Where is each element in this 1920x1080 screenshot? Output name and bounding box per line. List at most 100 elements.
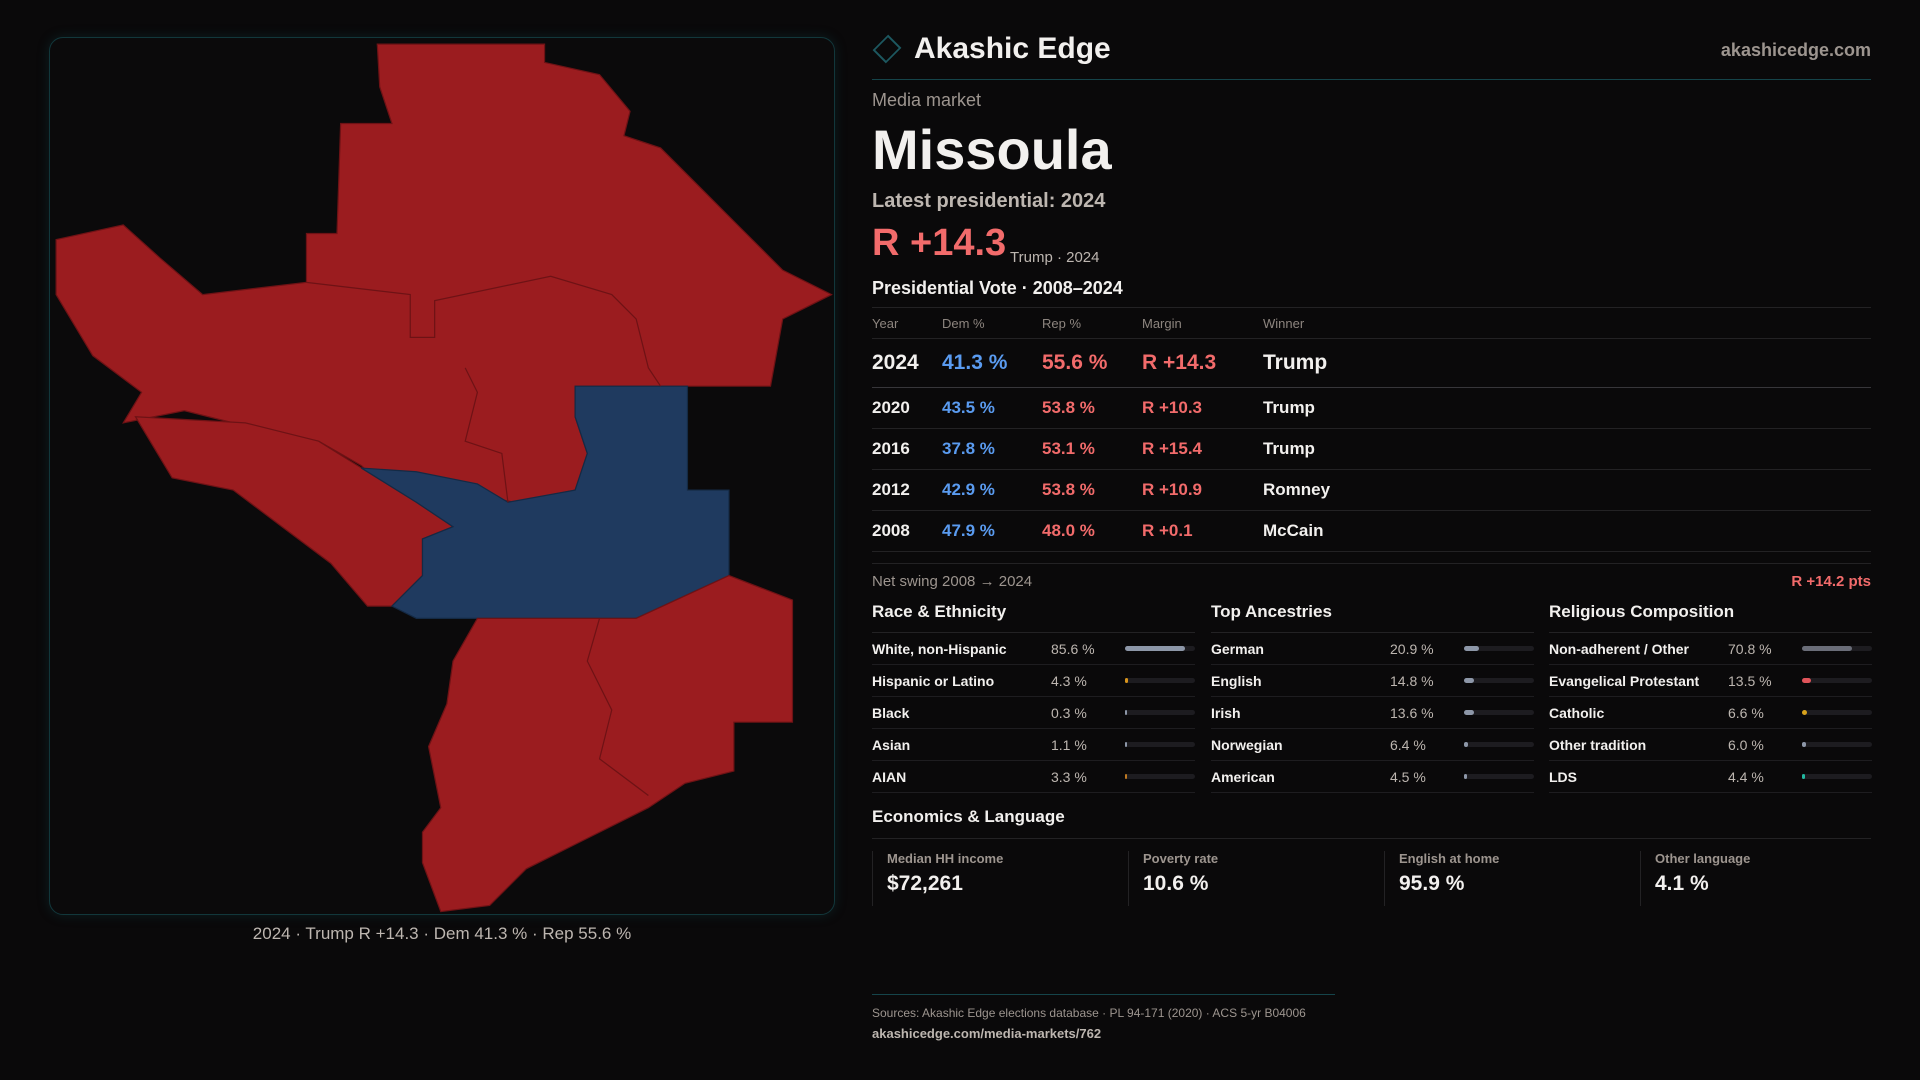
vote-row: 2008 47.9 % 48.0 % R +0.1 McCain — [872, 510, 1871, 552]
margin: R +14.3 — [1142, 338, 1263, 388]
divider — [872, 563, 1871, 564]
market-map[interactable] — [49, 37, 835, 915]
row-value: 13.6 % — [1390, 704, 1434, 721]
row-value: 6.4 % — [1390, 736, 1426, 753]
winner: McCain — [1263, 510, 1871, 552]
stat-value: 4.1 % — [1655, 872, 1709, 895]
brand-name: Akashic Edge — [914, 32, 1111, 65]
row-value: 4.3 % — [1051, 672, 1087, 689]
group-heading: Religious Composition — [1549, 602, 1872, 633]
footer-divider — [872, 994, 1335, 995]
row-label: Irish — [1211, 704, 1241, 721]
row-value: 6.0 % — [1728, 736, 1764, 753]
brand[interactable]: Akashic Edge — [872, 32, 1111, 66]
year: 2008 — [872, 510, 942, 552]
map-caption: 2024 · Trump R +14.3 · Dem 41.3 % · Rep … — [252, 924, 632, 943]
share-bar-fill — [1125, 678, 1128, 683]
margin: R +0.1 — [1142, 510, 1263, 552]
county-border — [306, 275, 662, 387]
sources: Sources: Akashic Edge elections database… — [872, 1006, 1306, 1020]
share-bar — [1802, 710, 1872, 715]
demographic-row: Asian 1.1 % — [872, 729, 1195, 761]
row-label: White, non-Hispanic — [872, 640, 1007, 657]
kicker: Media market — [872, 90, 982, 110]
row-value: 0.3 % — [1051, 704, 1087, 721]
row-label: Non-adherent / Other — [1549, 640, 1690, 657]
vote-table: Year Dem % Rep % Margin Winner 2024 41.3 … — [872, 307, 1871, 552]
share-bar-fill — [1802, 646, 1852, 651]
rep-pct: 53.8 % — [1042, 387, 1142, 429]
share-bar-fill — [1802, 678, 1812, 683]
year: 2020 — [872, 387, 942, 429]
swing-value: R +14.2 pts — [1791, 573, 1871, 590]
col-winner: Winner — [1263, 307, 1871, 339]
county-missoula[interactable] — [361, 385, 730, 619]
row-label: Black — [872, 704, 910, 721]
share-bar — [1802, 678, 1872, 683]
latest-label: Latest presidential: 2024 — [872, 190, 1106, 212]
swing-label: Net swing 2008 → 2024 — [872, 573, 1033, 590]
winner: Trump — [1263, 387, 1871, 429]
share-bar-fill — [1125, 742, 1127, 747]
headline-margin: R +14.3 — [872, 222, 1007, 264]
site-link[interactable]: akashicedge.com — [1720, 40, 1871, 60]
share-bar — [1802, 742, 1872, 747]
stat-value: 10.6 % — [1143, 872, 1209, 895]
year: 2016 — [872, 428, 942, 470]
stat-card: Median HH income $72,261 — [872, 851, 1128, 906]
row-label: Evangelical Protestant — [1549, 672, 1700, 689]
demographic-row: AIAN 3.3 % — [872, 761, 1195, 793]
row-value: 70.8 % — [1728, 640, 1772, 657]
year: 2012 — [872, 469, 942, 511]
row-label: Other tradition — [1549, 736, 1647, 753]
stat-value: $72,261 — [887, 872, 963, 895]
share-bar-fill — [1125, 774, 1128, 779]
row-value: 4.5 % — [1390, 768, 1426, 785]
row-value: 13.5 % — [1728, 672, 1772, 689]
stat-value: 95.9 % — [1399, 872, 1465, 895]
stat-label: English at home — [1399, 851, 1500, 866]
share-bar-fill — [1464, 646, 1479, 651]
dem-pct: 43.5 % — [942, 387, 1042, 429]
vote-row: 2016 37.8 % 53.1 % R +15.4 Trump — [872, 428, 1871, 470]
row-label: Catholic — [1549, 704, 1605, 721]
demographic-row: Black 0.3 % — [872, 697, 1195, 729]
share-bar-fill — [1802, 710, 1807, 715]
demographic-group: Top Ancestries German 20.9 % English 14.8 % I… — [1211, 602, 1534, 793]
stat-label: Median HH income — [887, 851, 1004, 866]
demographic-row: Irish 13.6 % — [1211, 697, 1534, 729]
row-value: 85.6 % — [1051, 640, 1095, 657]
share-bar — [1464, 646, 1534, 651]
county-south[interactable] — [421, 574, 794, 913]
rep-pct: 53.1 % — [1042, 428, 1142, 470]
demographic-row: Catholic 6.6 % — [1549, 697, 1872, 729]
divider — [872, 838, 1871, 839]
share-bar — [1125, 646, 1195, 651]
vote-heading: Presidential Vote · 2008–2024 — [872, 278, 1123, 298]
share-bar-fill — [1125, 646, 1185, 651]
stat-card: Poverty rate 10.6 % — [1128, 851, 1384, 906]
details-panel: Akashic Edge akashicedge.com Media marke… — [872, 0, 1872, 1080]
share-bar — [1125, 678, 1195, 683]
demographic-row: White, non-Hispanic 85.6 % — [872, 633, 1195, 665]
share-bar-fill — [1125, 710, 1127, 715]
share-bar-fill — [1464, 742, 1469, 747]
demographic-row: LDS 4.4 % — [1549, 761, 1872, 793]
share-bar-fill — [1464, 678, 1475, 683]
row-label: Norwegian — [1211, 736, 1283, 753]
row-value: 14.8 % — [1390, 672, 1434, 689]
col-year: Year — [872, 307, 942, 339]
winner: Romney — [1263, 469, 1871, 511]
vote-row: 2020 43.5 % 53.8 % R +10.3 Trump — [872, 387, 1871, 429]
divider — [872, 79, 1871, 80]
row-value: 20.9 % — [1390, 640, 1434, 657]
county-border — [586, 618, 649, 796]
col-dem: Dem % — [942, 307, 1042, 339]
row-label: Asian — [872, 736, 911, 753]
dem-pct: 41.3 % — [942, 338, 1042, 388]
share-bar — [1464, 742, 1534, 747]
group-heading: Top Ancestries — [1211, 602, 1534, 633]
row-label: English — [1211, 672, 1262, 689]
share-bar — [1802, 774, 1872, 779]
page-url[interactable]: akashicedge.com/media-markets/762 — [872, 1026, 1102, 1041]
